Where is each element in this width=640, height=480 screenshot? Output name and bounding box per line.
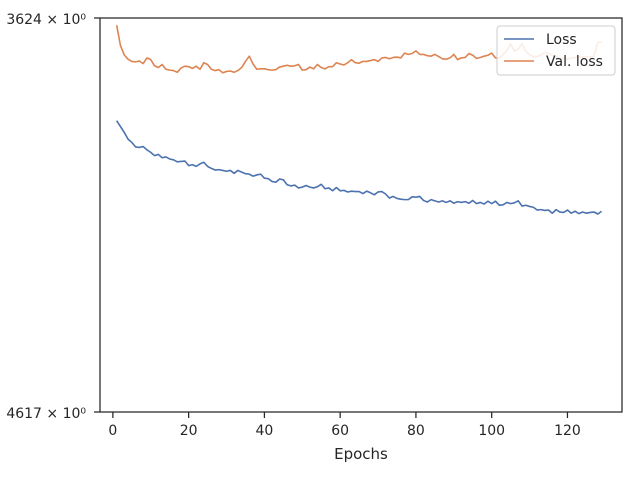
x-tick-label: 40: [255, 423, 273, 439]
x-tick-label: 120: [554, 423, 581, 439]
legend: Loss Val. loss: [496, 25, 616, 76]
plot-background: [100, 18, 622, 412]
x-tick-label: 100: [478, 423, 505, 439]
x-tick-label: 60: [331, 423, 349, 439]
series-line-loss: [115, 120, 603, 215]
x-axis-label: Epochs: [334, 445, 388, 463]
x-tick-label: 80: [407, 423, 425, 439]
y-tick-label-top: 3624 × 10⁰: [6, 12, 86, 28]
y-tick-label-bottom: 4617 × 10⁰: [6, 406, 86, 422]
legend-label-loss: Loss: [546, 32, 577, 48]
x-axis: 0 20 40 60 80 100 120: [108, 412, 581, 439]
legend-label-val-loss: Val. loss: [546, 54, 603, 70]
x-tick-label: 0: [108, 423, 117, 439]
x-tick-label: 20: [180, 423, 198, 439]
plot-frame: [99, 17, 623, 413]
